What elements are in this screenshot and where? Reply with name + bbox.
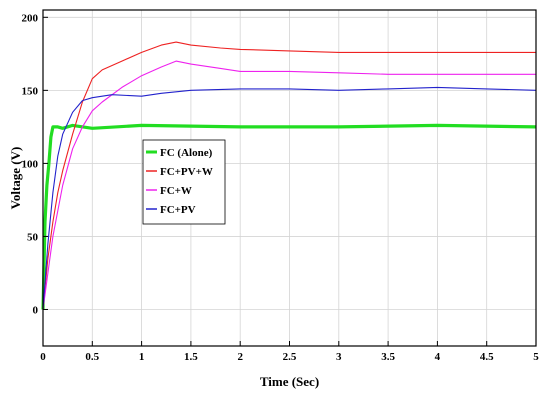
legend-label: FC+PV+W <box>160 166 213 178</box>
legend-label: FC+PV <box>160 204 196 216</box>
x-axis-label: Time (Sec) <box>260 374 319 389</box>
x-tick-label: 3.5 <box>381 351 395 363</box>
y-tick-label: 0 <box>33 304 39 316</box>
series-line-fc-alone <box>41 123 537 310</box>
legend-label: FC (Alone) <box>160 147 213 159</box>
legend: FC (Alone) FC+PV+W FC+W FC+PV <box>142 139 226 225</box>
y-axis-label: Voltage (V) <box>8 147 23 210</box>
y-tick-label: 50 <box>27 231 39 243</box>
x-tick-label: 2 <box>237 351 243 363</box>
x-tick-label: 0.5 <box>85 351 99 363</box>
legend-box <box>142 139 226 225</box>
series-line-fc-w <box>42 60 536 310</box>
series-line-fc-pv <box>42 86 537 310</box>
legend-label: FC+W <box>160 185 192 197</box>
series-line-fc-pv-w <box>42 41 536 310</box>
x-tick-label: 1.5 <box>184 351 198 363</box>
y-tick-label: 100 <box>22 158 39 170</box>
series-layer <box>41 41 537 310</box>
x-tick-label: 0 <box>40 351 46 363</box>
grid <box>42 10 537 346</box>
y-tick-label: 150 <box>22 85 39 97</box>
x-tick-label: 4 <box>435 351 441 363</box>
x-tick-label: 3 <box>336 351 342 363</box>
y-tick-label: 200 <box>22 12 39 24</box>
x-tick-label: 4.5 <box>480 351 494 363</box>
x-tick-label: 5 <box>533 351 539 363</box>
x-tick-label: 2.5 <box>283 351 297 363</box>
x-tick-label: 1 <box>139 351 145 363</box>
